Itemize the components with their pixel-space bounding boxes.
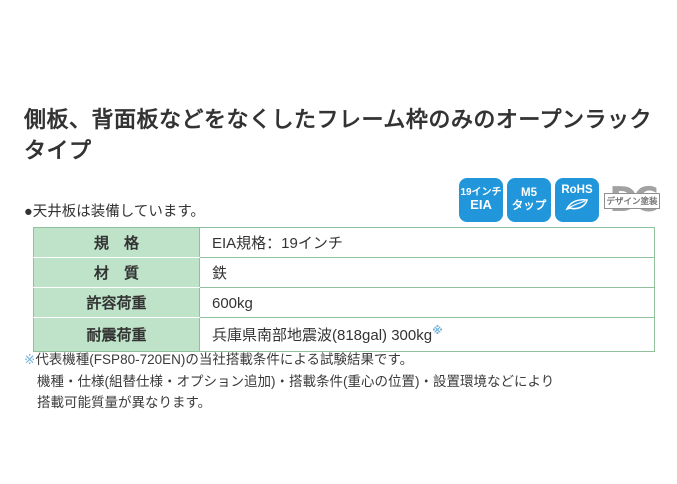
- spec-label-standard: 規 格: [33, 227, 200, 258]
- table-row: 耐震荷重 兵庫県南部地震波(818gal) 300kg※: [33, 317, 655, 352]
- badge-19inch-eia: 19インチ EIA: [459, 178, 503, 222]
- dc-logo-label: デザイン塗装: [604, 193, 660, 209]
- badge-19inch-label: 19インチ: [460, 186, 502, 198]
- spec-value-allowable-load: 600kg: [212, 295, 253, 312]
- footnote-line-3: 搭載可能質量が異なります。: [37, 395, 212, 410]
- feature-bullet: ●天井板は装備しています。: [24, 204, 205, 220]
- table-row: 材 質 鉄: [33, 257, 655, 288]
- spec-label-material: 材 質: [33, 257, 200, 288]
- asterisk-mark: ※: [24, 352, 36, 367]
- spec-label-allowable-load: 許容荷重: [33, 287, 200, 318]
- badge-rohs: RoHS: [555, 178, 599, 222]
- badge-eia-label: EIA: [470, 197, 492, 213]
- badge-tap-label: タップ: [511, 200, 547, 212]
- footnotes: ※代表機種(FSP80-720EN)の当社搭載条件による試験結果です。 機種・仕…: [24, 349, 654, 414]
- spec-value-seismic-load: 兵庫県南部地震波(818gal) 300kg: [212, 327, 433, 344]
- design-coating-logo: DC デザイン塗装: [603, 178, 661, 222]
- badge-m5-label: M5: [521, 186, 537, 199]
- badge-m5-tap: M5 タップ: [507, 178, 551, 222]
- spec-value-standard: EIA規格：19インチ: [212, 235, 343, 252]
- spec-table: 規 格 EIA規格：19インチ 材 質 鉄 許容荷重 600kg 耐震荷重 兵庫…: [33, 227, 655, 352]
- spec-value-material: 鉄: [212, 265, 228, 282]
- badge-group: 19インチ EIA M5 タップ RoHS DC デザイン塗装: [459, 178, 661, 222]
- badge-rohs-label: RoHS: [561, 183, 593, 196]
- spec-label-seismic-load: 耐震荷重: [33, 317, 200, 352]
- footnote-line-2: 機種・仕様(組替仕様・オプション追加)・搭載条件(重心の位置)・設置環境などによ…: [37, 373, 555, 389]
- page-title: 側板、背面板などをなくしたフレーム枠のみのオープンラックタイプ: [24, 107, 653, 163]
- table-row: 許容荷重 600kg: [33, 287, 655, 318]
- leaf-icon: [565, 198, 589, 216]
- note-mark: ※: [432, 325, 443, 337]
- table-row: 規 格 EIA規格：19インチ: [33, 227, 655, 258]
- footnote-line-1: ※代表機種(FSP80-720EN)の当社搭載条件による試験結果です。: [24, 352, 414, 367]
